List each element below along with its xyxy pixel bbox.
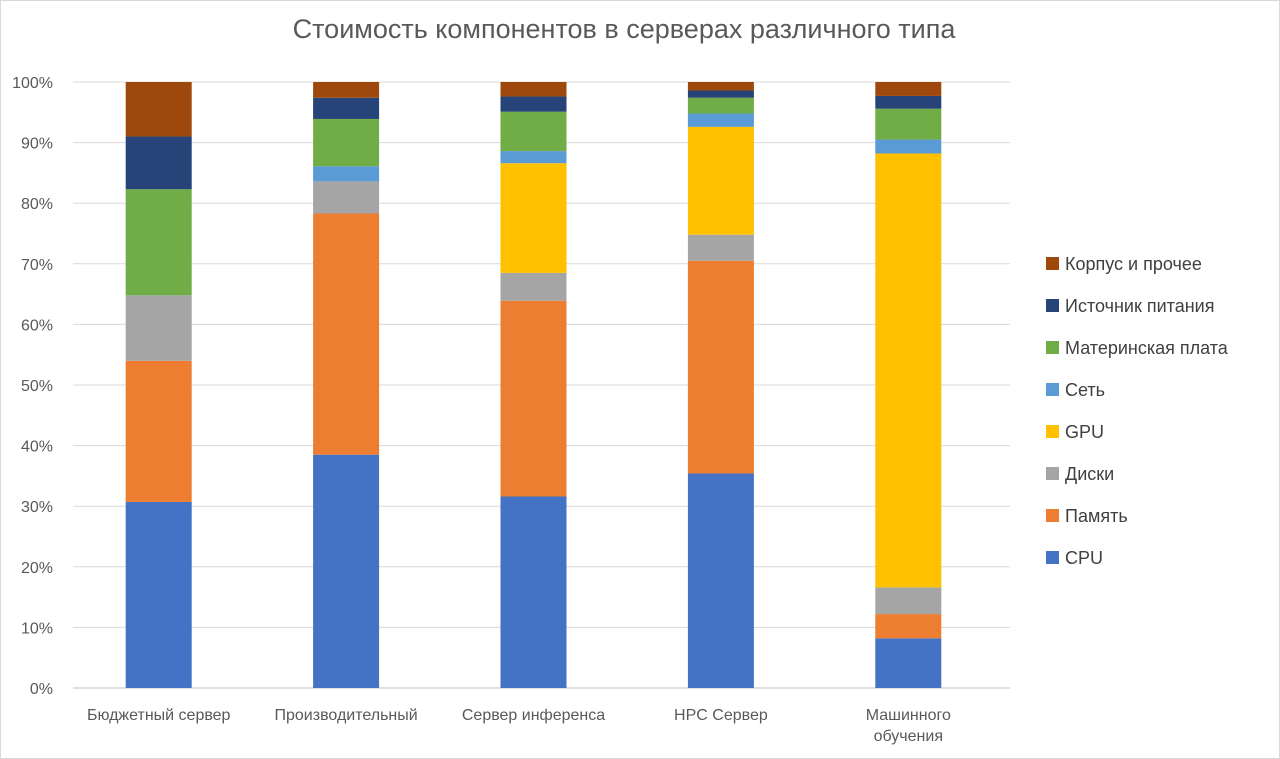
bar-segment-7 xyxy=(125,136,192,190)
y-tick-label: 30% xyxy=(21,499,53,516)
bar-segment-1 xyxy=(313,454,380,688)
x-category-line: Бюджетный сервер xyxy=(87,707,231,724)
y-tick-label: 20% xyxy=(21,560,53,577)
bar-segment-7 xyxy=(313,97,380,119)
x-category-label: Машинного обучения xyxy=(866,707,951,745)
legend-label: Диски xyxy=(1065,464,1114,484)
bar-segment-2 xyxy=(687,260,754,474)
x-category-line: Производительный xyxy=(275,707,418,724)
legend-swatch xyxy=(1046,551,1059,564)
bar-segment-1 xyxy=(875,638,942,688)
x-category-label: Сервер инференса xyxy=(462,707,605,724)
bar-segment-4 xyxy=(500,163,567,273)
bar-segment-3 xyxy=(500,272,567,301)
bar-segment-7 xyxy=(687,90,754,98)
y-tick-label: 100% xyxy=(12,75,53,92)
bar-segment-7 xyxy=(875,95,942,109)
legend-label: Сеть xyxy=(1065,380,1105,400)
bar-segment-4 xyxy=(687,126,754,235)
bar-segment-2 xyxy=(125,360,192,502)
y-tick-label: 10% xyxy=(21,620,53,637)
x-category-label: HPC Сервер xyxy=(674,707,768,724)
y-tick-label: 50% xyxy=(21,378,53,395)
legend-swatch xyxy=(1046,383,1059,396)
bar-segment-3 xyxy=(875,587,942,615)
bar-segment-8 xyxy=(500,82,567,97)
bar-segment-3 xyxy=(313,181,380,214)
y-tick-label: 60% xyxy=(21,317,53,334)
y-tick-label: 90% xyxy=(21,136,53,153)
x-category-line: HPC Сервер xyxy=(674,707,768,724)
y-tick-label: 80% xyxy=(21,196,53,213)
legend-swatch xyxy=(1046,467,1059,480)
chart-title: Стоимость компонентов в серверах различн… xyxy=(292,14,956,44)
bar-segment-1 xyxy=(125,501,192,688)
x-category-line: обучения xyxy=(874,728,943,745)
y-axis-ticks: 0% 10% 20% 30% 40% 50% 60% 70% 80% 90% 100% xyxy=(12,75,53,698)
legend-label: Корпус и прочее xyxy=(1065,254,1202,274)
bar-segment-3 xyxy=(125,295,192,361)
legend-label: GPU xyxy=(1065,422,1104,442)
bar-segment-1 xyxy=(500,496,567,688)
legend-swatch xyxy=(1046,341,1059,354)
legend: Корпус и прочее Источник питания Материнск… xyxy=(1046,254,1229,568)
legend-label: Память xyxy=(1065,506,1128,526)
legend-label: CPU xyxy=(1065,548,1103,568)
legend-swatch xyxy=(1046,425,1059,438)
bar-segment-6 xyxy=(313,118,380,167)
bars xyxy=(125,82,942,688)
y-tick-label: 40% xyxy=(21,439,53,456)
bar-segment-6 xyxy=(687,97,754,114)
bar-segment-5 xyxy=(687,113,754,127)
bar-segment-8 xyxy=(125,82,192,137)
x-category-label: Производительный xyxy=(275,707,418,724)
bar-segment-1 xyxy=(687,473,754,688)
bar-segment-5 xyxy=(875,139,942,154)
bar-segment-4 xyxy=(875,153,942,588)
bar-segment-7 xyxy=(500,96,567,112)
x-category-label: Бюджетный сервер xyxy=(87,707,231,724)
legend-swatch xyxy=(1046,509,1059,522)
bar-segment-8 xyxy=(875,82,942,96)
bar-segment-2 xyxy=(313,213,380,455)
legend-label: Материнская плата xyxy=(1065,338,1229,358)
bar-segment-8 xyxy=(313,82,380,98)
y-tick-label: 70% xyxy=(21,257,53,274)
bar-segment-2 xyxy=(875,614,942,639)
bar-segment-6 xyxy=(500,111,567,152)
x-category-line: Сервер инференса xyxy=(462,707,605,724)
legend-label: Источник питания xyxy=(1065,296,1214,316)
legend-swatch xyxy=(1046,257,1059,270)
bar-segment-6 xyxy=(875,108,942,140)
bar-segment-5 xyxy=(500,151,567,164)
bar-segment-3 xyxy=(687,234,754,261)
bar-segment-5 xyxy=(313,166,380,182)
x-category-line: Машинного xyxy=(866,707,951,724)
bar-segment-6 xyxy=(125,189,192,296)
bar-segment-2 xyxy=(500,300,567,497)
y-tick-label: 0% xyxy=(30,681,53,698)
x-axis-categories: Бюджетный сервер Производительный Сервер и… xyxy=(87,707,951,745)
legend-swatch xyxy=(1046,299,1059,312)
bar-segment-8 xyxy=(687,82,754,91)
